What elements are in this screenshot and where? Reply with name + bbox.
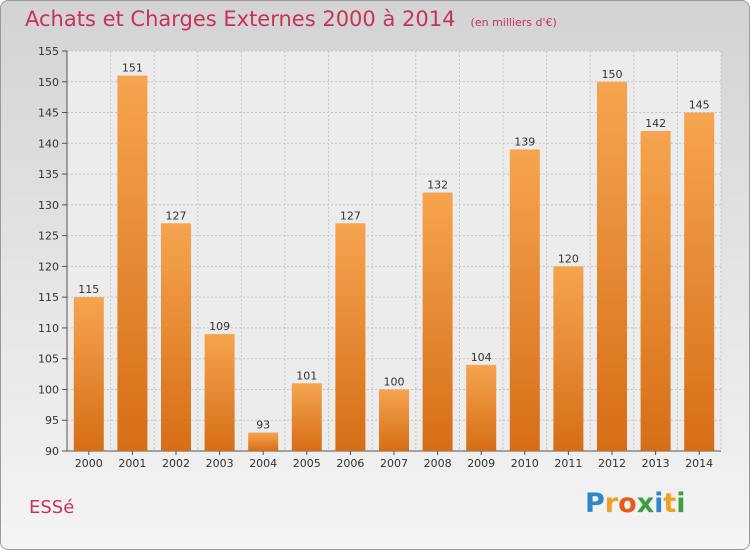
bar-2001 <box>117 75 148 451</box>
x-tick-label: 2011 <box>554 457 582 470</box>
y-tick-label: 120 <box>38 260 59 273</box>
bar-value-label: 100 <box>384 375 405 388</box>
logo-letter: P <box>585 488 605 519</box>
logo-letter: t <box>663 488 677 519</box>
bar-value-label: 120 <box>558 252 579 265</box>
bar-2013 <box>640 131 671 451</box>
y-tick-label: 150 <box>38 76 59 89</box>
bar-value-label: 101 <box>296 369 317 382</box>
y-tick-label: 145 <box>38 107 59 120</box>
y-tick-label: 155 <box>38 45 59 58</box>
chart-title-text: Achats et Charges Externes 2000 à 2014 <box>25 7 456 31</box>
bar-value-label: 115 <box>78 283 99 296</box>
proxiti-logo: Proxiti <box>585 488 686 519</box>
x-tick-label: 2000 <box>75 457 103 470</box>
bar-2003 <box>204 334 235 451</box>
bar-2008 <box>422 192 453 452</box>
bar-value-label: 127 <box>166 209 187 222</box>
x-tick-label: 2003 <box>206 457 234 470</box>
y-tick-label: 115 <box>38 291 59 304</box>
bar-value-label: 127 <box>340 209 361 222</box>
y-tick-label: 140 <box>38 137 59 150</box>
bar-2010 <box>509 149 540 451</box>
logo-letter: r <box>604 488 619 519</box>
logo-letter: i <box>654 488 664 519</box>
bar-2002 <box>161 223 191 451</box>
bar-value-label: 132 <box>427 179 448 192</box>
y-tick-label: 100 <box>38 383 59 396</box>
x-tick-label: 2009 <box>467 457 495 470</box>
x-tick-label: 2008 <box>424 457 452 470</box>
y-tick-label: 135 <box>38 168 59 181</box>
y-tick-label: 130 <box>38 199 59 212</box>
x-tick-label: 2012 <box>598 457 626 470</box>
bar-2006 <box>335 223 366 451</box>
x-tick-label: 2001 <box>118 457 146 470</box>
bar-2005 <box>291 383 322 451</box>
x-tick-label: 2014 <box>685 457 713 470</box>
bar-value-label: 145 <box>689 99 710 112</box>
x-tick-label: 2005 <box>293 457 321 470</box>
chart-title: Achats et Charges Externes 2000 à 2014 (… <box>25 7 557 31</box>
bar-2000 <box>73 297 104 451</box>
bar-2012 <box>597 81 627 452</box>
city-name: ESSé <box>29 497 75 518</box>
bar-2004 <box>248 432 279 451</box>
bars-layer <box>73 75 715 452</box>
bar-value-label: 109 <box>209 320 230 333</box>
bar-value-label: 142 <box>645 117 666 130</box>
y-tick-label: 105 <box>38 353 59 366</box>
bar-value-label: 104 <box>471 351 492 364</box>
bar-value-label: 139 <box>514 135 535 148</box>
bar-2011 <box>553 266 584 451</box>
bar-2014 <box>684 112 715 452</box>
logo-letter: i <box>676 488 686 519</box>
x-tick-label: 2002 <box>162 457 190 470</box>
bar-value-label: 150 <box>602 68 623 81</box>
y-tick-label: 95 <box>45 414 59 427</box>
x-tick-label: 2013 <box>642 457 670 470</box>
y-tick-label: 110 <box>38 322 59 335</box>
bar-2009 <box>466 364 497 451</box>
bar-2007 <box>379 389 409 451</box>
logo-letter: o <box>618 488 637 519</box>
y-tick-label: 125 <box>38 230 59 243</box>
chart-unit-text: (en milliers d'€) <box>470 16 557 29</box>
x-tick-label: 2007 <box>380 457 408 470</box>
x-tick-label: 2010 <box>511 457 539 470</box>
x-tick-label: 2006 <box>336 457 364 470</box>
y-tick-label: 90 <box>45 445 59 458</box>
logo-letter: x <box>636 488 655 519</box>
bar-value-label: 151 <box>122 62 143 75</box>
bar-value-label: 93 <box>256 419 270 432</box>
labels-layer: 90 95 100 105 110 115 120 125 130 135 140 145 150 155… <box>38 45 713 470</box>
x-tick-label: 2004 <box>249 457 277 470</box>
